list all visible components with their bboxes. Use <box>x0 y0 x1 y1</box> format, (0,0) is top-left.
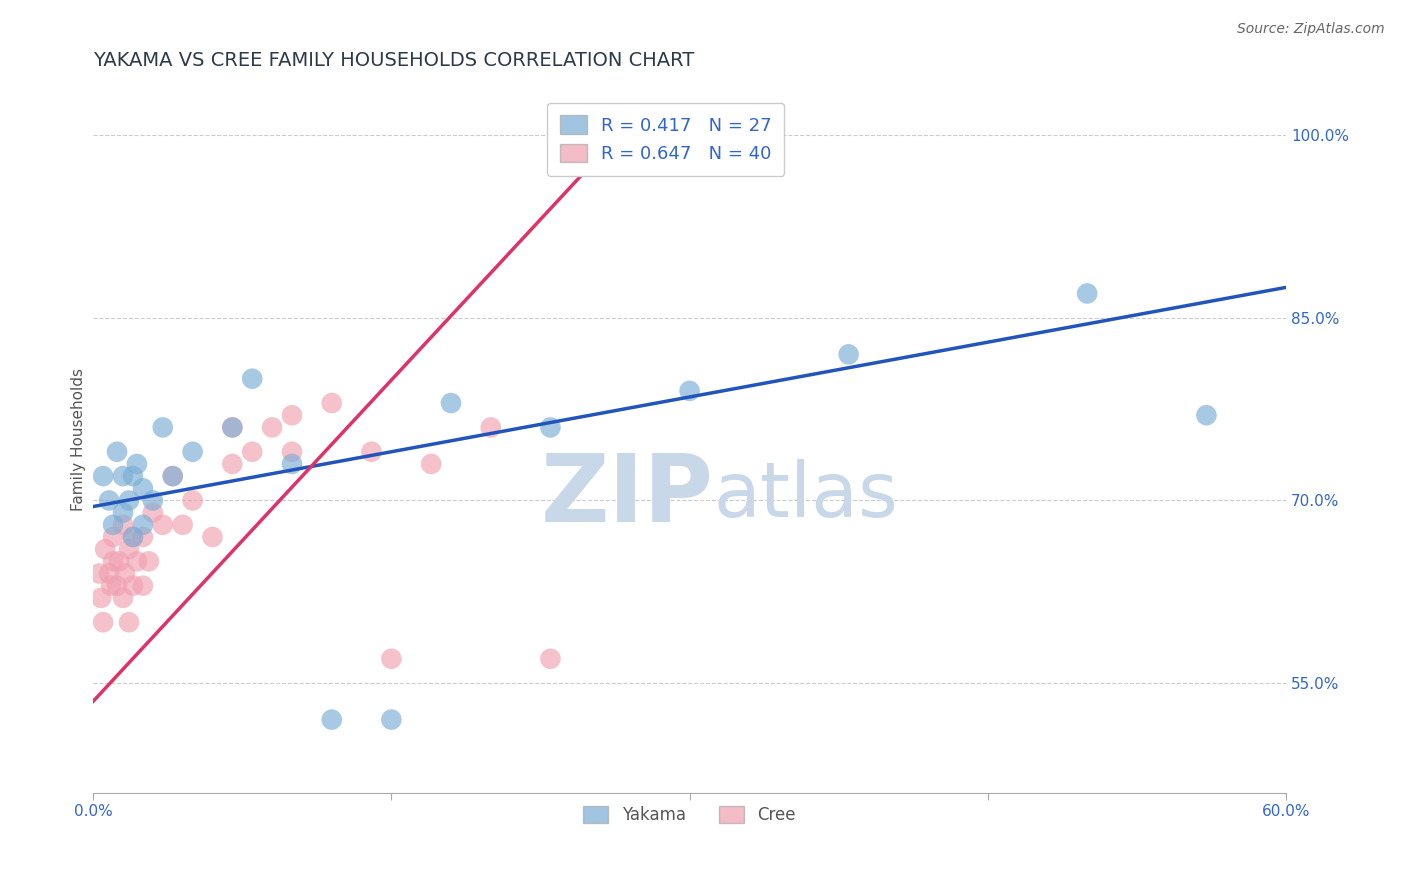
Point <box>838 347 860 361</box>
Point <box>162 469 184 483</box>
Point <box>138 554 160 568</box>
Point <box>132 579 155 593</box>
Point <box>172 517 194 532</box>
Point <box>122 579 145 593</box>
Point <box>122 469 145 483</box>
Legend: Yakama, Cree: Yakama, Cree <box>574 796 806 834</box>
Point <box>221 457 243 471</box>
Point <box>132 530 155 544</box>
Text: YAKAMA VS CREE FAMILY HOUSEHOLDS CORRELATION CHART: YAKAMA VS CREE FAMILY HOUSEHOLDS CORRELA… <box>93 51 695 70</box>
Text: ZIP: ZIP <box>540 450 713 542</box>
Point <box>380 651 402 665</box>
Point <box>101 554 124 568</box>
Point <box>321 713 343 727</box>
Point <box>162 469 184 483</box>
Point <box>321 396 343 410</box>
Point <box>91 469 114 483</box>
Point <box>89 566 111 581</box>
Point <box>111 591 134 605</box>
Point <box>152 517 174 532</box>
Point <box>440 396 463 410</box>
Point <box>105 579 128 593</box>
Point <box>479 420 502 434</box>
Point <box>98 493 121 508</box>
Point <box>142 493 165 508</box>
Point <box>262 420 284 434</box>
Point <box>118 542 141 557</box>
Point <box>678 384 700 398</box>
Point <box>152 420 174 434</box>
Point <box>118 615 141 630</box>
Point <box>538 651 561 665</box>
Point <box>538 420 561 434</box>
Point <box>201 530 224 544</box>
Point <box>221 420 243 434</box>
Point <box>181 444 204 458</box>
Point <box>181 493 204 508</box>
Text: Source: ZipAtlas.com: Source: ZipAtlas.com <box>1237 22 1385 37</box>
Y-axis label: Family Households: Family Households <box>72 368 86 511</box>
Point <box>125 457 148 471</box>
Point <box>380 713 402 727</box>
Point <box>132 481 155 495</box>
Point <box>1195 409 1218 423</box>
Point <box>101 517 124 532</box>
Point <box>221 420 243 434</box>
Point <box>1076 286 1098 301</box>
Point <box>360 444 382 458</box>
Text: atlas: atlas <box>713 459 898 533</box>
Point <box>94 542 117 557</box>
Point <box>125 554 148 568</box>
Point <box>111 469 134 483</box>
Point <box>281 444 304 458</box>
Point <box>100 579 122 593</box>
Point <box>281 409 304 423</box>
Point <box>420 457 443 471</box>
Point <box>240 372 263 386</box>
Point <box>91 615 114 630</box>
Point <box>114 566 136 581</box>
Point <box>108 554 131 568</box>
Point <box>142 506 165 520</box>
Point <box>281 457 304 471</box>
Point <box>118 493 141 508</box>
Point <box>90 591 112 605</box>
Point <box>111 517 134 532</box>
Point <box>111 506 134 520</box>
Point <box>101 530 124 544</box>
Point <box>132 517 155 532</box>
Point <box>240 444 263 458</box>
Point <box>122 530 145 544</box>
Point <box>619 140 641 154</box>
Point <box>122 530 145 544</box>
Point <box>105 444 128 458</box>
Point <box>98 566 121 581</box>
